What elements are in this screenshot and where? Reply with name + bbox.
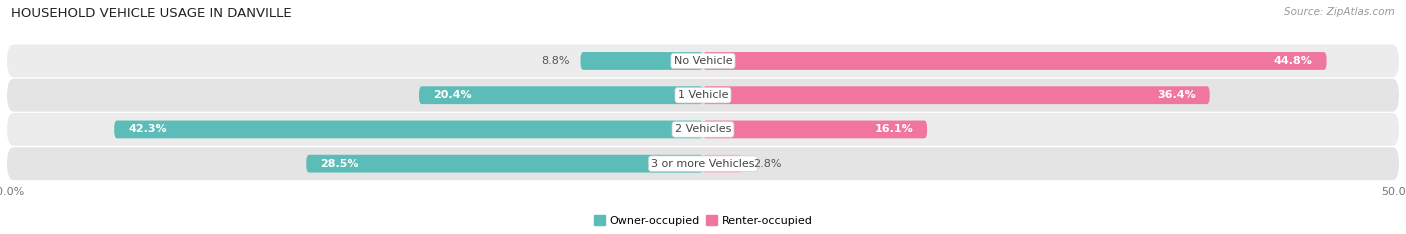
Text: 36.4%: 36.4%: [1157, 90, 1195, 100]
FancyBboxPatch shape: [7, 79, 1399, 112]
Text: 28.5%: 28.5%: [321, 159, 359, 169]
Text: Source: ZipAtlas.com: Source: ZipAtlas.com: [1284, 7, 1395, 17]
Text: 20.4%: 20.4%: [433, 90, 471, 100]
FancyBboxPatch shape: [703, 86, 1209, 104]
FancyBboxPatch shape: [581, 52, 703, 70]
FancyBboxPatch shape: [7, 113, 1399, 146]
Text: 2 Vehicles: 2 Vehicles: [675, 124, 731, 135]
Text: HOUSEHOLD VEHICLE USAGE IN DANVILLE: HOUSEHOLD VEHICLE USAGE IN DANVILLE: [11, 7, 292, 20]
Legend: Owner-occupied, Renter-occupied: Owner-occupied, Renter-occupied: [589, 211, 817, 230]
Text: 42.3%: 42.3%: [128, 124, 167, 135]
Text: No Vehicle: No Vehicle: [673, 56, 733, 66]
Text: 1 Vehicle: 1 Vehicle: [678, 90, 728, 100]
FancyBboxPatch shape: [7, 147, 1399, 180]
Text: 16.1%: 16.1%: [875, 124, 912, 135]
FancyBboxPatch shape: [703, 121, 927, 138]
FancyBboxPatch shape: [419, 86, 703, 104]
Text: 8.8%: 8.8%: [541, 56, 569, 66]
FancyBboxPatch shape: [307, 155, 703, 173]
Text: 44.8%: 44.8%: [1274, 56, 1313, 66]
Text: 3 or more Vehicles: 3 or more Vehicles: [651, 159, 755, 169]
FancyBboxPatch shape: [7, 44, 1399, 77]
FancyBboxPatch shape: [703, 52, 1327, 70]
Text: 2.8%: 2.8%: [754, 159, 782, 169]
FancyBboxPatch shape: [114, 121, 703, 138]
FancyBboxPatch shape: [703, 155, 742, 173]
